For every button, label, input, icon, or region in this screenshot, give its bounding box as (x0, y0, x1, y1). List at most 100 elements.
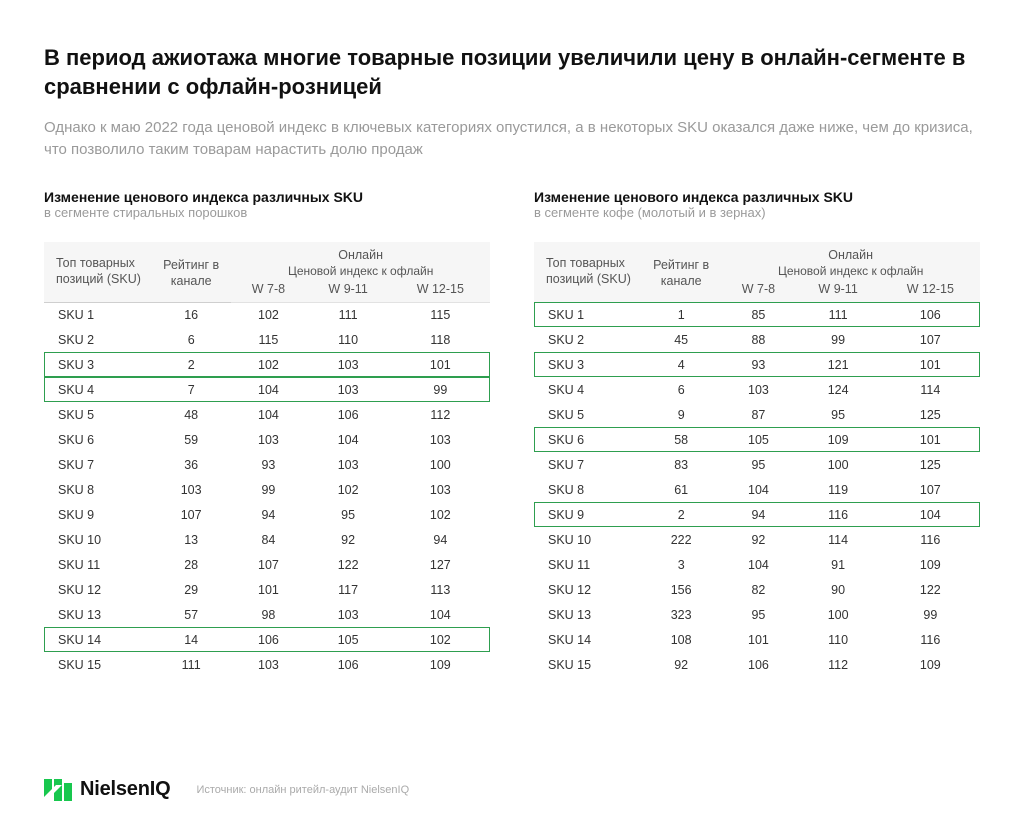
cell-w1215: 113 (391, 577, 490, 602)
table-row: SKU 4710410399 (44, 377, 490, 402)
table-title-right: Изменение ценового индекса различных SKU (534, 189, 980, 205)
cell-w78: 98 (231, 602, 305, 627)
cell-w1215: 99 (391, 377, 490, 402)
cell-sku: SKU 10 (44, 527, 151, 552)
cell-rating: 103 (151, 477, 231, 502)
cell-w78: 95 (721, 602, 795, 627)
cell-w911: 119 (796, 477, 881, 502)
cell-rating: 108 (641, 627, 721, 652)
cell-w911: 102 (306, 477, 391, 502)
cell-w1215: 103 (391, 477, 490, 502)
cell-w1215: 109 (391, 652, 490, 677)
source-text: Источник: онлайн ритейл-аудит NielsenIQ (196, 784, 409, 796)
brand-name: NielsenIQ (80, 778, 170, 801)
table-row: SKU 1022292114116 (534, 527, 980, 552)
cell-w78: 93 (231, 452, 305, 477)
col-online: Онлайн (231, 242, 490, 264)
col-online: Онлайн (721, 242, 980, 264)
cell-rating: 92 (641, 652, 721, 677)
cell-w78: 104 (721, 552, 795, 577)
col-w911: W 9-11 (796, 280, 881, 303)
cell-sku: SKU 5 (44, 402, 151, 427)
cell-w911: 92 (306, 527, 391, 552)
cell-sku: SKU 12 (534, 577, 641, 602)
cell-w911: 111 (796, 302, 881, 327)
cell-w78: 92 (721, 527, 795, 552)
table-row: SKU 32102103101 (44, 352, 490, 377)
cell-w78: 103 (721, 377, 795, 402)
table-row: SKU 659103104103 (44, 427, 490, 452)
cell-w911: 106 (306, 402, 391, 427)
cell-w1215: 109 (881, 652, 980, 677)
cell-w78: 115 (231, 327, 305, 352)
col-rating: Рейтинг в канале (641, 242, 721, 303)
cell-rating: 48 (151, 402, 231, 427)
cell-rating: 6 (151, 327, 231, 352)
cell-sku: SKU 1 (534, 302, 641, 327)
cell-w1215: 101 (391, 352, 490, 377)
cell-w1215: 122 (881, 577, 980, 602)
cell-w78: 82 (721, 577, 795, 602)
cell-sku: SKU 4 (534, 377, 641, 402)
cell-sku: SKU 14 (534, 627, 641, 652)
cell-w1215: 101 (881, 427, 980, 452)
cell-w78: 106 (231, 627, 305, 652)
cell-sku: SKU 13 (44, 602, 151, 627)
cell-w911: 100 (796, 602, 881, 627)
table-row: SKU 1414106105102 (44, 627, 490, 652)
cell-w1215: 102 (391, 502, 490, 527)
table-subtitle-left: в сегменте стиральных порошков (44, 205, 490, 220)
cell-w1215: 116 (881, 527, 980, 552)
table-row: SKU 116102111115 (44, 302, 490, 327)
cell-w911: 110 (306, 327, 391, 352)
cell-w911: 91 (796, 552, 881, 577)
cell-w911: 104 (306, 427, 391, 452)
table-subtitle-right: в сегменте кофе (молотый и в зернах) (534, 205, 980, 220)
table-row: SKU 1592106112109 (534, 652, 980, 677)
cell-w78: 99 (231, 477, 305, 502)
cell-sku: SKU 2 (534, 327, 641, 352)
cell-sku: SKU 8 (44, 477, 151, 502)
cell-w78: 101 (721, 627, 795, 652)
cell-rating: 28 (151, 552, 231, 577)
table-title-left: Изменение ценового индекса различных SKU (44, 189, 490, 205)
tables-container: Изменение ценового индекса различных SKU… (44, 189, 980, 678)
cell-rating: 2 (641, 502, 721, 527)
cell-rating: 16 (151, 302, 231, 327)
table-row: SKU 14108101110116 (534, 627, 980, 652)
cell-w1215: 104 (391, 602, 490, 627)
cell-w1215: 116 (881, 627, 980, 652)
cell-w911: 100 (796, 452, 881, 477)
table-row: SKU 1229101117113 (44, 577, 490, 602)
table-row: SKU 598795125 (534, 402, 980, 427)
cell-rating: 222 (641, 527, 721, 552)
cell-sku: SKU 15 (44, 652, 151, 677)
cell-w78: 101 (231, 577, 305, 602)
cell-w78: 103 (231, 652, 305, 677)
cell-sku: SKU 3 (44, 352, 151, 377)
cell-w911: 95 (306, 502, 391, 527)
cell-rating: 6 (641, 377, 721, 402)
cell-w78: 88 (721, 327, 795, 352)
cell-w1215: 114 (881, 377, 980, 402)
cell-sku: SKU 7 (44, 452, 151, 477)
cell-w911: 90 (796, 577, 881, 602)
cell-w78: 94 (231, 502, 305, 527)
cell-w911: 114 (796, 527, 881, 552)
brand-logo: NielsenIQ (44, 778, 170, 801)
col-sku: Топ товарных позиций (SKU) (44, 242, 151, 303)
cell-w911: 122 (306, 552, 391, 577)
table-row: SKU 658105109101 (534, 427, 980, 452)
cell-sku: SKU 7 (534, 452, 641, 477)
col-rating: Рейтинг в канале (151, 242, 231, 303)
cell-w78: 85 (721, 302, 795, 327)
table-row: SKU 1185111106 (534, 302, 980, 327)
cell-rating: 7 (151, 377, 231, 402)
cell-w911: 106 (306, 652, 391, 677)
cell-w1215: 115 (391, 302, 490, 327)
cell-sku: SKU 12 (44, 577, 151, 602)
cell-w911: 105 (306, 627, 391, 652)
cell-w1215: 125 (881, 402, 980, 427)
cell-w1215: 107 (881, 327, 980, 352)
cell-w911: 110 (796, 627, 881, 652)
